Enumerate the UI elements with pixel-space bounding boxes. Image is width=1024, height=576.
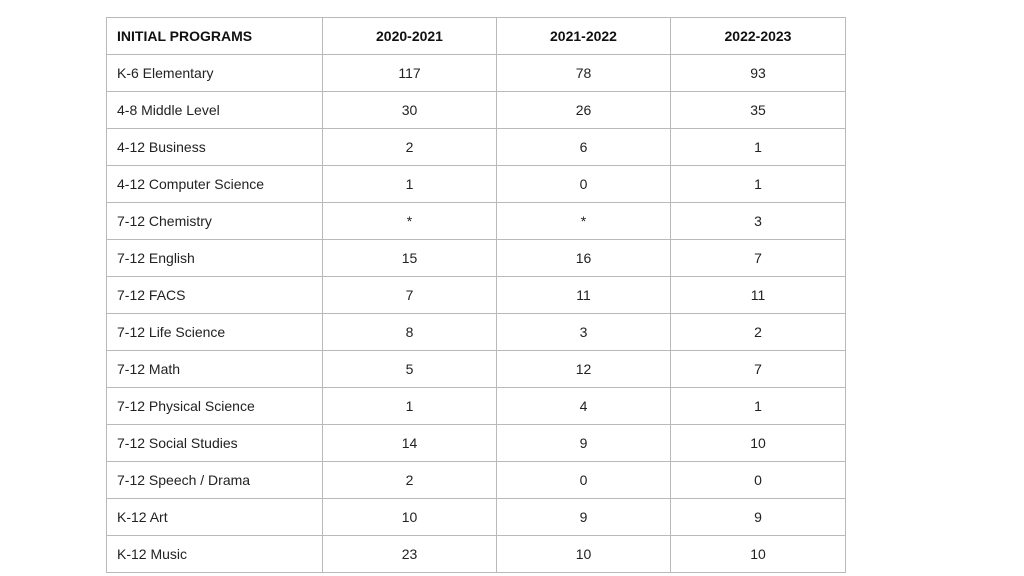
count-2022-2023: 1	[670, 387, 846, 425]
count-2020-2021: 8	[322, 313, 497, 351]
count-2020-2021: 14	[322, 424, 497, 462]
count-2022-2023: 9	[670, 498, 846, 536]
program-name: 4-12 Computer Science	[106, 165, 323, 203]
count-2022-2023: 11	[670, 276, 846, 314]
program-name: 7-12 FACS	[106, 276, 323, 314]
count-2021-2022: 9	[496, 498, 671, 536]
count-2020-2021: 1	[322, 387, 497, 425]
count-2021-2022: 11	[496, 276, 671, 314]
table-row: 4-8 Middle Level 30 26 35	[106, 91, 846, 129]
program-name: K-6 Elementary	[106, 54, 323, 92]
count-2020-2021: 5	[322, 350, 497, 388]
table-row: K-12 Art 10 9 9	[106, 498, 846, 536]
count-2021-2022: 26	[496, 91, 671, 129]
count-2020-2021: 15	[322, 239, 497, 277]
count-2022-2023: 7	[670, 350, 846, 388]
table-row: 7-12 Math 5 12 7	[106, 350, 846, 388]
count-2021-2022: 78	[496, 54, 671, 92]
count-2022-2023: 1	[670, 165, 846, 203]
count-2021-2022: 4	[496, 387, 671, 425]
count-2021-2022: 10	[496, 535, 671, 573]
count-2022-2023: 2	[670, 313, 846, 351]
count-2021-2022: 9	[496, 424, 671, 462]
programs-table-container: INITIAL PROGRAMS 2020-2021 2021-2022 202…	[106, 17, 846, 573]
table-row: K-6 Elementary 117 78 93	[106, 54, 846, 92]
program-name: 7-12 English	[106, 239, 323, 277]
count-2020-2021: *	[322, 202, 497, 240]
table-row: 7-12 Social Studies 14 9 10	[106, 424, 846, 462]
table-row: 7-12 Chemistry * * 3	[106, 202, 846, 240]
program-name: 7-12 Life Science	[106, 313, 323, 351]
table-row: 7-12 FACS 7 11 11	[106, 276, 846, 314]
count-2021-2022: 0	[496, 461, 671, 499]
program-name: 7-12 Speech / Drama	[106, 461, 323, 499]
count-2021-2022: 16	[496, 239, 671, 277]
count-2020-2021: 30	[322, 91, 497, 129]
count-2022-2023: 3	[670, 202, 846, 240]
count-2021-2022: 6	[496, 128, 671, 166]
count-2021-2022: *	[496, 202, 671, 240]
header-2021-2022: 2021-2022	[496, 17, 671, 55]
table-row: 7-12 Life Science 8 3 2	[106, 313, 846, 351]
table-row: 4-12 Computer Science 1 0 1	[106, 165, 846, 203]
header-2020-2021: 2020-2021	[322, 17, 497, 55]
table-row: 7-12 English 15 16 7	[106, 239, 846, 277]
count-2020-2021: 2	[322, 128, 497, 166]
count-2022-2023: 10	[670, 535, 846, 573]
program-name: 4-8 Middle Level	[106, 91, 323, 129]
table-row: K-12 Music 23 10 10	[106, 535, 846, 573]
program-name: 7-12 Physical Science	[106, 387, 323, 425]
header-initial-programs: INITIAL PROGRAMS	[106, 17, 323, 55]
count-2020-2021: 2	[322, 461, 497, 499]
count-2022-2023: 93	[670, 54, 846, 92]
count-2021-2022: 0	[496, 165, 671, 203]
count-2022-2023: 0	[670, 461, 846, 499]
program-name: K-12 Art	[106, 498, 323, 536]
program-name: 7-12 Social Studies	[106, 424, 323, 462]
count-2020-2021: 7	[322, 276, 497, 314]
program-name: K-12 Music	[106, 535, 323, 573]
count-2022-2023: 1	[670, 128, 846, 166]
count-2020-2021: 23	[322, 535, 497, 573]
table-row: 4-12 Business 2 6 1	[106, 128, 846, 166]
count-2022-2023: 7	[670, 239, 846, 277]
table-row: 7-12 Speech / Drama 2 0 0	[106, 461, 846, 499]
program-name: 7-12 Math	[106, 350, 323, 388]
table-row: 7-12 Physical Science 1 4 1	[106, 387, 846, 425]
count-2022-2023: 35	[670, 91, 846, 129]
count-2022-2023: 10	[670, 424, 846, 462]
program-name: 7-12 Chemistry	[106, 202, 323, 240]
initial-programs-table: INITIAL PROGRAMS 2020-2021 2021-2022 202…	[106, 17, 846, 573]
count-2021-2022: 3	[496, 313, 671, 351]
count-2020-2021: 117	[322, 54, 497, 92]
count-2020-2021: 1	[322, 165, 497, 203]
header-2022-2023: 2022-2023	[670, 17, 846, 55]
count-2020-2021: 10	[322, 498, 497, 536]
count-2021-2022: 12	[496, 350, 671, 388]
table-header-row: INITIAL PROGRAMS 2020-2021 2021-2022 202…	[106, 17, 846, 55]
program-name: 4-12 Business	[106, 128, 323, 166]
